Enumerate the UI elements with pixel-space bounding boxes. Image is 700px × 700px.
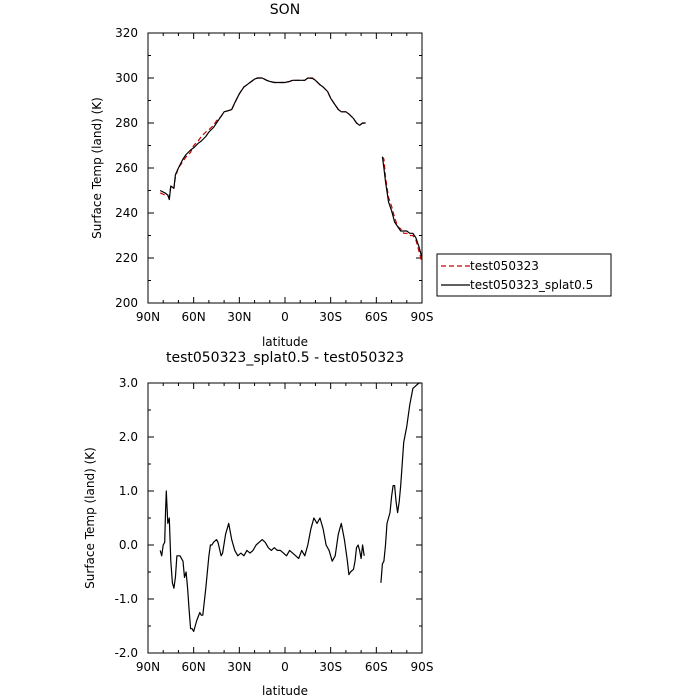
x-tick-label: 90S: [411, 660, 434, 674]
y-tick-label: 260: [115, 161, 138, 175]
chart-top-ticks: 90N 60N 30N 0 30S 60S 90S 200 220 240 260 280 300 320: [115, 26, 433, 324]
y-tick-label: 0.0: [119, 538, 138, 552]
legend-label-0: test050323: [470, 259, 539, 273]
y-tick-label: 240: [115, 206, 138, 220]
x-tick-label: 30N: [227, 660, 251, 674]
y-tick-label: -1.0: [115, 592, 138, 606]
chart-top-title: SON: [270, 2, 300, 18]
y-tick-label: -2.0: [115, 646, 138, 660]
chart-bottom-ticks: 90N 60N 30N 0 30S 60S 90S -2.0 -1.0 0.0 1.0 2.0 3.0: [115, 376, 434, 674]
chart-top-series-0-segment-1: [381, 156, 423, 263]
chart-bottom-ylabel: Surface Temp (land) (K): [83, 447, 97, 589]
legend-box: [436, 253, 612, 297]
y-tick-label: 200: [115, 296, 138, 310]
y-tick-label: 280: [115, 116, 138, 130]
y-tick-label: 300: [115, 71, 138, 85]
x-tick-label: 90N: [136, 310, 160, 324]
chart-bottom: test050323_splat0.5 - test050323 90N 60N 3…: [83, 350, 433, 698]
chart-bottom-title: test050323_splat0.5 - test050323: [166, 350, 404, 366]
x-tick-label: 90S: [411, 310, 434, 324]
chart-bottom-xlabel: latitude: [262, 684, 308, 698]
x-tick-label: 60S: [365, 310, 388, 324]
y-tick-label: 1.0: [119, 484, 138, 498]
x-tick-label: 30S: [319, 660, 342, 674]
chart-top-series-0-segment-0: [159, 77, 366, 198]
chart-top-lines: [159, 77, 423, 263]
chart-bottom-series-0-segment-1: [380, 382, 421, 583]
x-tick-label: 60N: [182, 660, 206, 674]
legend: test050323 test050323_splat0.5: [436, 253, 612, 297]
chart-top-series-1-segment-1: [381, 156, 423, 259]
legend-label-1: test050323_splat0.5: [470, 278, 593, 292]
chart-top: SON 90N 60N 30N 0 30S 60S 90S 200 220 240 260 280 30…: [90, 2, 433, 349]
x-tick-label: 60S: [365, 660, 388, 674]
chart-top-frame: [147, 32, 423, 304]
chart-bottom-series-0-segment-0: [159, 490, 365, 633]
y-tick-label: 2.0: [119, 430, 138, 444]
chart-bottom-lines: [159, 382, 421, 633]
chart-top-ylabel: Surface Temp (land) (K): [90, 97, 104, 239]
y-tick-label: 3.0: [119, 376, 138, 390]
y-tick-label: 320: [115, 26, 138, 40]
x-tick-label: 60N: [182, 310, 206, 324]
y-tick-label: 220: [115, 251, 138, 265]
x-tick-label: 90N: [136, 660, 160, 674]
x-tick-label: 30N: [227, 310, 251, 324]
chart-top-series-1-segment-0: [159, 77, 366, 201]
x-tick-label: 30S: [319, 310, 342, 324]
x-tick-label: 0: [281, 660, 289, 674]
x-tick-label: 0: [281, 310, 289, 324]
chart-top-xlabel: latitude: [262, 335, 308, 349]
